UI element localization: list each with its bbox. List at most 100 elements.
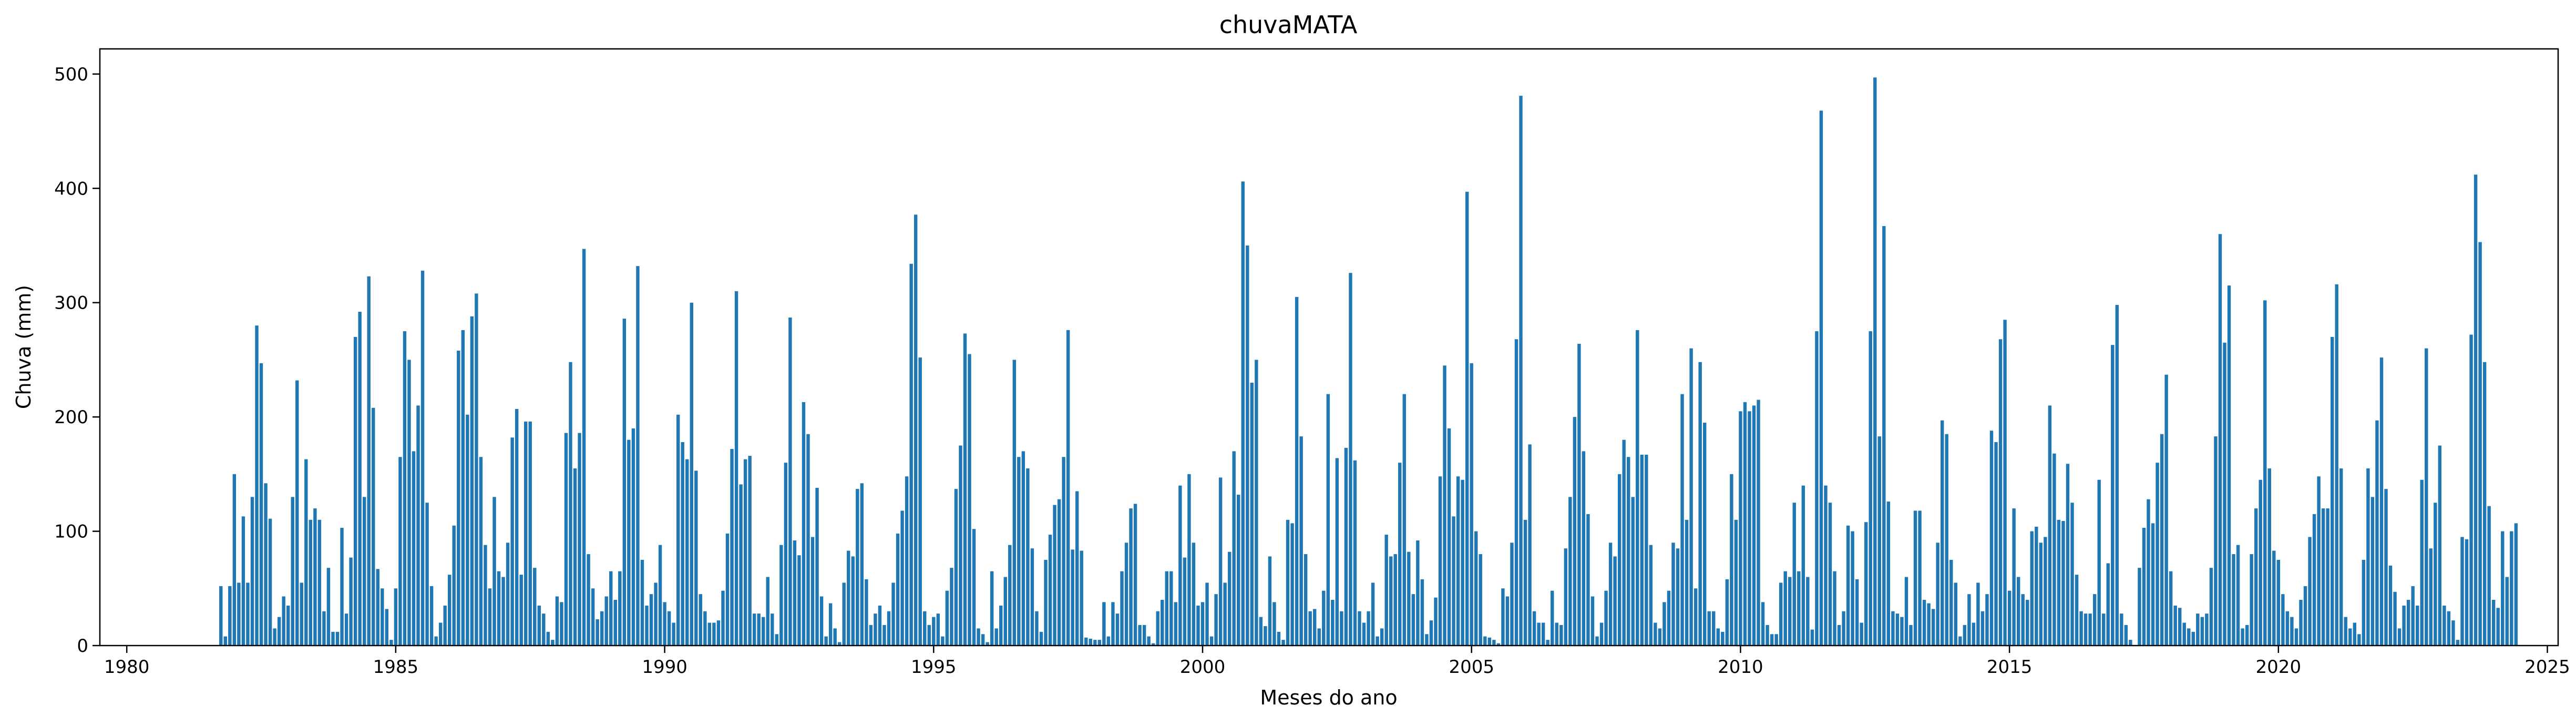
bar	[1631, 497, 1635, 646]
bar	[1358, 611, 1361, 646]
bar	[891, 582, 895, 646]
bar	[2303, 586, 2307, 646]
bar	[1532, 611, 1536, 646]
bar	[1694, 588, 1698, 646]
bar	[833, 628, 837, 646]
bar	[828, 603, 833, 646]
bar	[1142, 625, 1146, 646]
bar	[806, 434, 810, 646]
bar	[2088, 613, 2092, 646]
bar	[1895, 613, 1900, 646]
bar	[2142, 528, 2146, 646]
bar	[1608, 543, 1613, 646]
bar	[264, 483, 268, 646]
bar	[425, 503, 429, 646]
bar	[1739, 411, 1742, 646]
bar	[1362, 622, 1366, 646]
y-tick-label: 500	[54, 64, 88, 85]
bar	[1851, 531, 1854, 646]
bar	[802, 402, 806, 646]
bar	[775, 634, 778, 646]
bar	[1599, 622, 1604, 646]
bar	[1187, 474, 1191, 646]
bar	[2245, 625, 2249, 646]
bar	[1882, 226, 1886, 646]
bar	[2388, 565, 2393, 646]
bar	[2299, 600, 2303, 646]
bar	[1680, 394, 1684, 646]
bar	[950, 568, 953, 646]
bar	[1272, 602, 1276, 646]
bar	[1071, 549, 1074, 646]
bar	[1546, 640, 1549, 646]
bar	[412, 451, 416, 646]
bar	[1940, 420, 1944, 646]
bar	[1237, 494, 1240, 646]
bar	[407, 360, 411, 646]
bar	[1124, 543, 1128, 646]
bar	[434, 636, 438, 646]
bar	[2039, 543, 2043, 646]
bar	[497, 571, 501, 646]
bar	[631, 428, 635, 646]
bar	[1048, 535, 1052, 646]
bar	[856, 489, 859, 646]
bar	[2438, 445, 2442, 646]
bar	[1017, 457, 1021, 646]
bar	[2326, 508, 2329, 646]
bar	[1398, 463, 1402, 646]
bar	[1344, 447, 1348, 646]
bar	[1564, 548, 1567, 646]
bar	[420, 270, 425, 646]
bar	[842, 582, 846, 646]
bar	[2482, 362, 2487, 646]
bar	[1487, 637, 1492, 646]
bar	[771, 613, 774, 646]
bar	[1886, 502, 1891, 646]
bar	[2276, 559, 2281, 646]
bar	[788, 317, 792, 646]
bar	[994, 628, 998, 646]
bar	[1877, 436, 1881, 646]
x-tick-label: 2020	[2256, 657, 2302, 678]
bar	[2124, 625, 2128, 646]
bar	[1416, 540, 1420, 646]
bar	[1044, 559, 1048, 646]
bar	[2272, 550, 2276, 646]
bar	[762, 617, 765, 646]
bar	[703, 611, 707, 646]
bar	[1904, 577, 1908, 646]
bar	[1106, 636, 1111, 646]
bar	[645, 605, 649, 646]
bar	[2353, 622, 2357, 646]
bar	[569, 362, 572, 646]
bar	[1259, 617, 1263, 646]
bar	[555, 596, 559, 646]
bar	[268, 518, 272, 646]
bar	[1452, 516, 1455, 646]
bar	[1062, 457, 1065, 646]
bar	[752, 613, 756, 646]
bar	[1097, 640, 1102, 646]
bar	[981, 634, 985, 646]
bar	[847, 550, 850, 646]
bar	[699, 594, 703, 646]
bar	[1989, 431, 1994, 646]
bar	[2169, 571, 2173, 646]
bar	[1555, 622, 1558, 646]
bar	[286, 605, 290, 646]
bar	[353, 336, 357, 646]
bar	[2357, 634, 2361, 646]
bar	[2267, 468, 2271, 646]
bar	[448, 575, 451, 646]
x-axis-ticks: 1980 1985 1990 1995 2000 2005 2010 2015 2020 2025	[104, 646, 2570, 678]
bar	[600, 611, 604, 646]
bar	[2456, 640, 2460, 646]
bar	[2254, 508, 2258, 646]
bar	[1819, 110, 1823, 646]
bar	[1232, 451, 1236, 646]
bar	[2191, 631, 2195, 646]
bar	[2379, 357, 2384, 646]
bar	[725, 533, 730, 646]
bar	[1725, 579, 1729, 646]
